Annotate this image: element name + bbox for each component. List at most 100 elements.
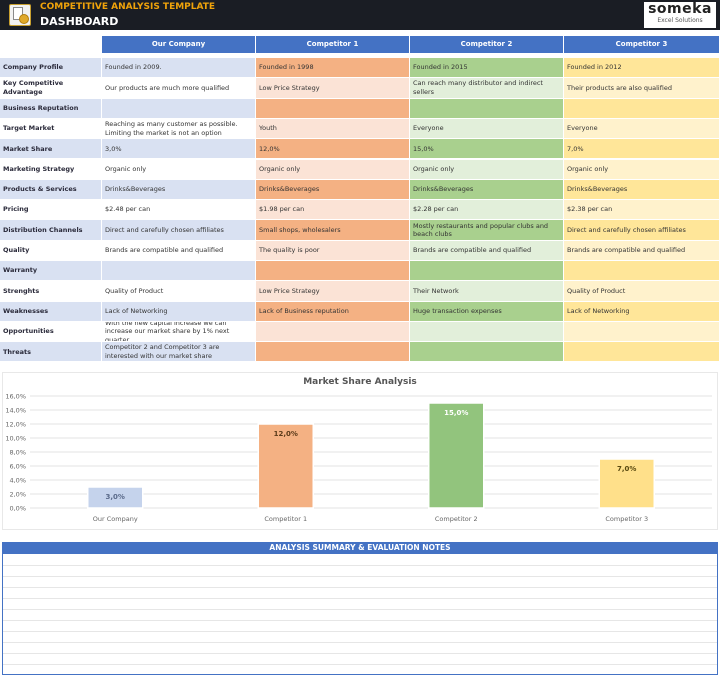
notes-line xyxy=(3,653,717,654)
row-label: Opportunities xyxy=(0,321,102,343)
table-cell[interactable]: Drinks&Beverages xyxy=(410,179,564,201)
page-title: DASHBOARD xyxy=(40,15,119,28)
brand-name: someka xyxy=(648,1,712,17)
table-cell[interactable]: Organic only xyxy=(256,159,410,180)
template-logo-icon xyxy=(9,4,31,26)
row-label: Business Reputation xyxy=(0,98,102,119)
brand-subtitle: Excel Solutions xyxy=(657,17,703,24)
table-cell[interactable]: Direct and carefully chosen affiliates xyxy=(564,220,720,241)
table-cell[interactable]: Drinks&Beverages xyxy=(102,179,256,201)
table-cell[interactable]: $1.98 per can xyxy=(256,200,410,221)
brand-logo[interactable]: someka Excel Solutions xyxy=(644,2,716,28)
table-row: Warranty xyxy=(0,261,720,282)
table-cell[interactable]: Their Network xyxy=(410,281,564,302)
table-cell[interactable]: Drinks&Beverages xyxy=(564,179,720,201)
table-cell[interactable]: Their products are also qualified xyxy=(564,78,720,99)
row-label: Threats xyxy=(0,342,102,363)
table-cell[interactable]: With the new capital increase we can inc… xyxy=(102,321,256,343)
table-cell[interactable] xyxy=(256,98,410,119)
y-tick-label: 8,0% xyxy=(9,449,26,457)
table-cell[interactable]: Lack of Networking xyxy=(102,301,256,322)
table-cell[interactable] xyxy=(102,98,256,119)
row-label: Quality xyxy=(0,240,102,261)
table-cell[interactable]: Huge transaction expenses xyxy=(410,301,564,322)
table-cell[interactable] xyxy=(410,261,564,282)
notes-line xyxy=(3,598,717,599)
y-tick-label: 16,0% xyxy=(5,393,26,401)
table-cell[interactable] xyxy=(564,98,720,119)
table-row: Distribution Channels Direct and carefull… xyxy=(0,220,720,241)
table-cell[interactable]: Lack of Networking xyxy=(564,301,720,322)
table-cell[interactable]: Reaching as many customer as possible. L… xyxy=(102,118,256,140)
row-label: Target Market xyxy=(0,118,102,140)
table-row: Weaknesses Lack of Networking Lack of Busi… xyxy=(0,301,720,322)
table-cell[interactable]: Organic only xyxy=(410,159,564,180)
table-cell[interactable] xyxy=(256,321,410,343)
table-cell[interactable]: Organic only xyxy=(564,159,720,180)
table-cell[interactable]: Competitor 2 and Competitor 3 are intere… xyxy=(102,342,256,363)
table-row: Key Competitive Advantage Our products ar… xyxy=(0,78,720,99)
table-cell[interactable] xyxy=(564,342,720,363)
table-cell[interactable]: Quality of Product xyxy=(102,281,256,302)
row-label: Key Competitive Advantage xyxy=(0,78,102,99)
y-tick-label: 0,0% xyxy=(9,505,26,513)
table-cell[interactable] xyxy=(410,342,564,363)
table-cell[interactable]: 7,0% xyxy=(564,139,720,160)
table-cell[interactable]: Mostly restaurants and popular clubs and… xyxy=(410,220,564,241)
column-header-2: Competitor 1 xyxy=(256,36,410,54)
table-cell[interactable]: Youth xyxy=(256,118,410,140)
row-label: Strenghts xyxy=(0,281,102,302)
notes-header: ANALYSIS SUMMARY & EVALUATION NOTES xyxy=(2,542,718,554)
column-header-3: Competitor 2 xyxy=(410,36,564,54)
table-cell[interactable]: Organic only xyxy=(102,159,256,180)
table-cell[interactable]: Lack of Business reputation xyxy=(256,301,410,322)
table-cell[interactable]: Quality of Product xyxy=(564,281,720,302)
notes-line xyxy=(3,620,717,621)
table-cell[interactable]: Low Price Strategy xyxy=(256,78,410,99)
table-cell[interactable]: 15,0% xyxy=(410,139,564,160)
table-cell[interactable]: Founded in 2009. xyxy=(102,58,256,79)
table-cell[interactable] xyxy=(256,261,410,282)
table-cell[interactable]: Our products are much more qualified xyxy=(102,78,256,99)
table-cell[interactable]: Founded in 2012 xyxy=(564,58,720,79)
row-label: Products & Services xyxy=(0,179,102,201)
app-title: COMPETITIVE ANALYSIS TEMPLATE xyxy=(40,2,216,12)
table-cell[interactable]: Can reach many distributor and indirect … xyxy=(410,78,564,99)
notes-line xyxy=(3,642,717,643)
table-row: Business Reputation xyxy=(0,98,720,119)
table-cell[interactable]: Everyone xyxy=(410,118,564,140)
row-label: Warranty xyxy=(0,261,102,282)
table-cell[interactable]: The quality is poor xyxy=(256,240,410,261)
table-cell[interactable] xyxy=(564,321,720,343)
row-label: Market Share xyxy=(0,139,102,160)
table-cell[interactable]: Direct and carefully chosen affiliates xyxy=(102,220,256,241)
notes-area[interactable] xyxy=(2,554,718,675)
table-cell[interactable]: 3,0% xyxy=(102,139,256,160)
table-cell[interactable]: 12,0% xyxy=(256,139,410,160)
table-cell[interactable] xyxy=(564,261,720,282)
table-cell[interactable]: $2.38 per can xyxy=(564,200,720,221)
table-cell[interactable]: Founded in 1998 xyxy=(256,58,410,79)
table-cell[interactable]: Brands are compatible and qualified xyxy=(410,240,564,261)
bar xyxy=(598,458,655,509)
table-cell[interactable]: $2.28 per can xyxy=(410,200,564,221)
table-cell[interactable]: Founded in 2015 xyxy=(410,58,564,79)
table-cell[interactable]: Small shops, wholesalers xyxy=(256,220,410,241)
column-header-1: Our Company xyxy=(102,36,256,54)
table-cell[interactable]: Brands are compatible and qualified xyxy=(564,240,720,261)
table-cell[interactable]: Everyone xyxy=(564,118,720,140)
table-cell[interactable] xyxy=(256,342,410,363)
table-cell[interactable] xyxy=(410,98,564,119)
table-cell[interactable]: Drinks&Beverages xyxy=(256,179,410,201)
table-cell[interactable]: Low Price Strategy xyxy=(256,281,410,302)
table-cell[interactable] xyxy=(410,321,564,343)
y-tick-label: 6,0% xyxy=(9,463,26,471)
table-cell[interactable]: Brands are compatible and qualified xyxy=(102,240,256,261)
bar-value-label: 7,0% xyxy=(617,465,636,473)
y-tick-label: 12,0% xyxy=(5,421,26,429)
table-row: Company Profile Founded in 2009. Founded i… xyxy=(0,58,720,79)
table-cell[interactable] xyxy=(102,261,256,282)
notes-line xyxy=(3,565,717,566)
table-cell[interactable]: $2.48 per can xyxy=(102,200,256,221)
bar xyxy=(257,423,314,509)
